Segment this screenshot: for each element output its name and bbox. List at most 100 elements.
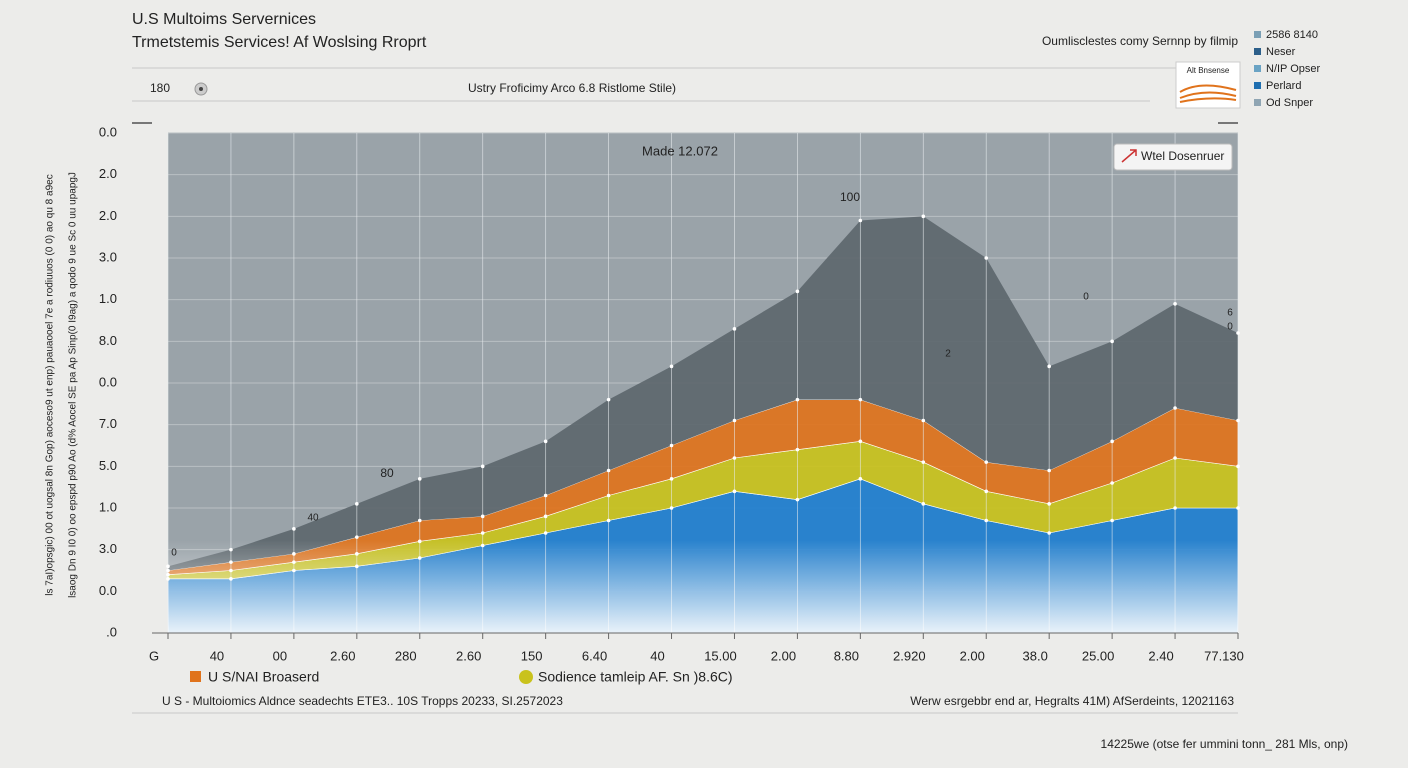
credit: 14225we (otse fer ummini tonn_ 281 Mls, … [1101, 737, 1348, 751]
point [669, 443, 674, 448]
point [480, 464, 485, 469]
side-text: lsaog Dn 9 I0 0) oo epspd p90 Ao (d% Aoc… [68, 172, 79, 598]
x-tick-label: 00 [273, 648, 287, 663]
x-tick-label: 15.00 [704, 648, 737, 663]
y-tick-label: 1.0 [99, 291, 117, 306]
top-note: Oumlisclestes comy Sernnp by filmip [1042, 34, 1238, 48]
x-tick-label: G [149, 648, 159, 663]
point [858, 477, 863, 481]
legend-label: Perlard [1266, 80, 1301, 92]
legend-swatch [519, 670, 533, 684]
point [1236, 331, 1240, 335]
y-tick-label: 0.0 [99, 583, 117, 598]
filter-text: Ustry Froficimy Arco 6.8 Ristlome Stile) [468, 81, 676, 95]
point [606, 468, 611, 473]
annotation: 100 [840, 190, 860, 204]
y-tick-label: 1.0 [99, 499, 117, 514]
point [543, 514, 548, 519]
point [669, 506, 674, 510]
point [1173, 456, 1177, 460]
y-tick-label: 0.0 [99, 374, 117, 389]
point [1173, 506, 1177, 510]
point [606, 493, 611, 498]
point [1047, 531, 1051, 535]
legend-swatch [1254, 65, 1261, 72]
x-tick-label: 8.80 [834, 648, 859, 663]
filter-value: 180 [150, 81, 170, 95]
point [795, 447, 800, 452]
x-tick-label: 2.60 [330, 648, 355, 663]
y-tick-label: 2.0 [99, 166, 117, 181]
legend-swatch [1254, 99, 1261, 106]
point [1110, 481, 1114, 485]
footer-right: Werw esrgebbr end ar, Hegralts 41M) AfSe… [910, 694, 1234, 708]
point [1173, 302, 1177, 306]
point [984, 518, 989, 523]
legend-swatch [1254, 82, 1261, 89]
point [1236, 506, 1240, 510]
area [168, 216, 1238, 571]
point [984, 256, 989, 260]
point [732, 327, 737, 331]
point [1110, 339, 1114, 344]
point [1236, 418, 1240, 423]
x-tick-label: 280 [395, 648, 417, 663]
point [858, 397, 863, 402]
point [606, 397, 611, 402]
annotation: Made 12.072 [642, 143, 718, 158]
point [669, 477, 674, 481]
point [669, 364, 674, 369]
legend-swatch [1254, 31, 1261, 38]
point [858, 439, 863, 444]
legend-label: Od Snper [1266, 97, 1313, 109]
x-tick-label: 38.0 [1023, 648, 1048, 663]
point [984, 489, 989, 494]
point [921, 214, 926, 219]
subtitle: Trmetstemis Services! Af Woslsing Rroprt [132, 34, 427, 51]
button-icon [1121, 149, 1137, 163]
x-tick-label: 40 [650, 648, 664, 663]
top-legend: 2586 8140 Neser N/IP Opser Perlard Od Snper [1254, 29, 1321, 109]
point [1047, 468, 1051, 473]
point [543, 439, 548, 444]
y-tick-label: 3.0 [99, 541, 117, 556]
point [921, 418, 926, 423]
inset-label: Alt Bnsense [1187, 66, 1230, 75]
point [292, 527, 296, 531]
x-tick-label: 25.00 [1082, 648, 1115, 663]
y-tick-label: 8.0 [99, 333, 117, 348]
button-label: Wtel Dosenruer [1141, 149, 1224, 163]
x-tick-label: 150 [521, 648, 543, 663]
point [417, 477, 422, 481]
annotation: 6 [1227, 308, 1233, 319]
point [858, 218, 863, 223]
point [355, 535, 359, 539]
point [732, 456, 737, 460]
x-tick-label: 77.130 [1204, 648, 1244, 663]
legend-swatch [190, 671, 201, 682]
point [1173, 406, 1177, 410]
point [1047, 502, 1051, 506]
side-text: ls 7aI)opsgic) 00 ot uogsal 8n Gop) aoce… [45, 174, 56, 595]
x-tick-label: 2.60 [456, 648, 481, 663]
x-tick-label: 2.40 [1148, 648, 1173, 663]
inset-sketch [1179, 84, 1237, 103]
footer-left: U S - Multoiomics Aldnce seadechts ETE3.… [162, 694, 563, 708]
x-tick-label: 2.920 [893, 648, 926, 663]
y-axis: .0 0.0 3.0 1.0 5.0 7.0 0.0 8.0 1.0 3.0 2.0 2.0 0.0 [99, 124, 117, 639]
bottom-fade [168, 540, 1238, 633]
button[interactable] [1113, 143, 1233, 171]
legend-swatch [1254, 48, 1261, 55]
x-tick-label: 6.40 [582, 648, 607, 663]
point [1110, 518, 1114, 523]
point [921, 460, 926, 464]
point [480, 531, 485, 535]
point [1236, 464, 1240, 469]
point [1110, 439, 1114, 444]
annotation: 2 [945, 349, 951, 360]
point [732, 489, 737, 494]
y-tick-label: 7.0 [99, 416, 117, 431]
x-tick-label: 2.00 [771, 648, 796, 663]
point [795, 397, 800, 402]
